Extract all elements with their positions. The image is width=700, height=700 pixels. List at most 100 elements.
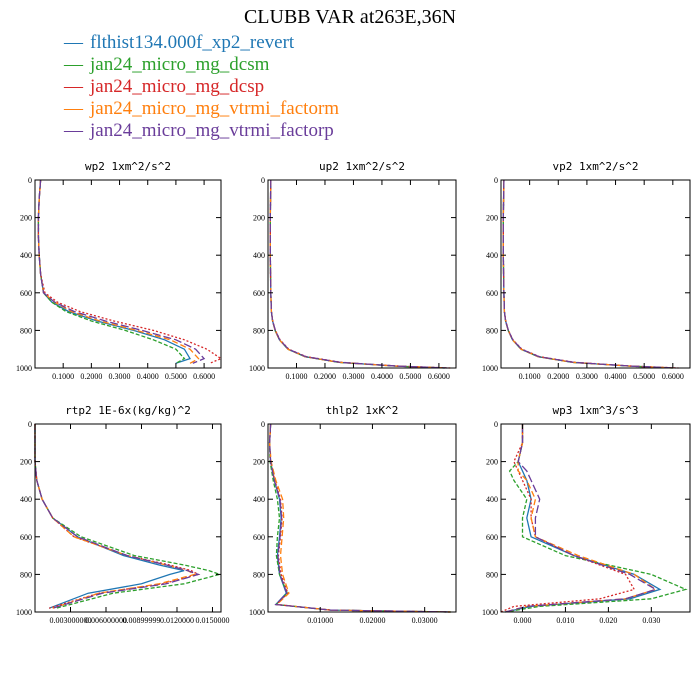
y-tick-label: 1000	[249, 364, 265, 373]
y-tick-label: 400	[20, 495, 32, 504]
legend: — flthist134.000f_xp2_revert — jan24_micro_…	[64, 32, 339, 142]
series-line	[502, 179, 673, 369]
subplot-1: wp2 1xm^2/s^2 0 200 400 600 800 1000 0.1000 0.20…	[16, 160, 223, 381]
series-line	[268, 423, 451, 613]
legend-line-icon: —	[64, 120, 83, 141]
y-tick-label: 600	[20, 289, 32, 298]
legend-line-icon: —	[64, 32, 83, 53]
x-tick-label: 0.00899999	[122, 616, 160, 625]
series-line	[505, 424, 658, 613]
subplot-3: vp2 1xm^2/s^2 0 200 400 600 800 1000 0.1000 0.20…	[482, 160, 691, 381]
y-tick-label: 200	[20, 458, 32, 467]
legend-entry: — jan24_micro_mg_vtrmi_factorm	[64, 98, 339, 120]
x-tick-label: 0.6000	[428, 372, 450, 381]
x-tick-label: 0.2000	[314, 372, 336, 381]
x-tick-label: 0.3000	[576, 372, 598, 381]
x-tick-label: 0.3000	[342, 372, 364, 381]
x-tick-label: 0.6000	[662, 372, 684, 381]
subplot-title: thlp2 1xK^2	[326, 404, 399, 417]
x-tick-label: 0.0150000	[195, 616, 229, 625]
legend-entry: — jan24_micro_mg_dcsm	[64, 54, 339, 76]
legend-line-icon: —	[64, 98, 83, 119]
x-tick-label: 0.1000	[52, 372, 74, 381]
legend-label: flthist134.000f_xp2_revert	[90, 32, 295, 53]
series-line	[502, 179, 679, 369]
subplot-4: rtp2 1E-6x(kg/kg)^2 0 200 400 600 800 1000 0.00…	[16, 404, 229, 625]
x-tick-label: 0.5000	[633, 372, 655, 381]
y-tick-label: 400	[486, 251, 498, 260]
series-line	[502, 179, 673, 369]
subplot-6: wp3 1xm^3/s^3 0 200 400 600 800 1000 0.000 0.010…	[482, 404, 691, 625]
series-line	[37, 179, 223, 364]
figure-title: CLUBB VAR at263E,36N	[243, 6, 457, 28]
y-tick-label: 600	[20, 533, 32, 542]
y-tick-label: 400	[486, 495, 498, 504]
subplot-title: vp2 1xm^2/s^2	[552, 160, 638, 173]
y-tick-label: 600	[253, 533, 265, 542]
series-line	[37, 179, 206, 364]
x-tick-label: 0.4000	[137, 372, 159, 381]
series-line	[502, 179, 676, 369]
legend-label: jan24_micro_mg_vtrmi_factorm	[90, 98, 340, 119]
subplot-title: up2 1xm^2/s^2	[319, 160, 405, 173]
x-tick-label: 0.01000	[307, 616, 333, 625]
y-tick-label: 800	[20, 326, 32, 335]
legend-line-icon: —	[64, 54, 83, 75]
series-line	[34, 424, 197, 609]
y-tick-label: 400	[253, 495, 265, 504]
series-line	[34, 424, 185, 609]
y-tick-label: 200	[253, 214, 265, 223]
legend-line-icon: —	[64, 76, 83, 97]
x-tick-label: 0.6000	[193, 372, 215, 381]
x-tick-label: 0.5000	[399, 372, 421, 381]
y-tick-label: 800	[253, 570, 265, 579]
series-line	[269, 179, 445, 369]
series-line	[502, 179, 673, 369]
y-tick-label: 0	[494, 420, 498, 429]
subplot-2: up2 1xm^2/s^2 0 200 400 600 800 1000 0.1000 0.20…	[249, 160, 457, 381]
y-tick-label: 800	[253, 326, 265, 335]
plot-frame	[267, 423, 457, 613]
series-line	[37, 179, 186, 364]
y-tick-label: 800	[20, 570, 32, 579]
x-tick-label: 0.3000	[109, 372, 131, 381]
x-tick-label: 0.030	[642, 616, 660, 625]
legend-entry: — flthist134.000f_xp2_revert	[64, 32, 339, 54]
x-tick-label: 0.1000	[285, 372, 307, 381]
x-tick-label: 0.2000	[80, 372, 102, 381]
y-tick-label: 0	[28, 420, 32, 429]
x-tick-label: 0.02000	[359, 616, 385, 625]
x-tick-label: 0.03000	[412, 616, 438, 625]
x-tick-label: 0.000	[513, 616, 531, 625]
y-tick-label: 1000	[16, 608, 32, 617]
y-tick-label: 0	[494, 176, 498, 185]
series-line	[268, 423, 451, 613]
x-tick-label: 0.1000	[519, 372, 541, 381]
y-tick-label: 0	[261, 176, 265, 185]
y-tick-label: 800	[486, 326, 498, 335]
series-line	[505, 424, 688, 613]
series-line	[505, 424, 662, 613]
legend-label: jan24_micro_mg_dcsp	[90, 76, 265, 97]
x-tick-label: 0.4000	[371, 372, 393, 381]
legend-label: jan24_micro_mg_vtrmi_factorp	[90, 120, 334, 141]
series-line	[37, 179, 191, 364]
x-tick-label: 0.003000000	[49, 616, 91, 625]
subplot-5: thlp2 1xK^2 0 200 400 600 800 1000 0.01000 0.020…	[249, 404, 457, 625]
series-line	[37, 179, 200, 364]
series-line	[269, 179, 448, 369]
y-tick-label: 400	[20, 251, 32, 260]
series-line	[269, 179, 451, 369]
plot-frame	[34, 423, 222, 613]
y-tick-label: 400	[253, 251, 265, 260]
y-tick-label: 600	[486, 289, 498, 298]
y-tick-label: 200	[486, 458, 498, 467]
y-tick-label: 800	[486, 570, 498, 579]
y-tick-label: 0	[28, 176, 32, 185]
x-tick-label: 0.5000	[165, 372, 187, 381]
series-line	[34, 424, 201, 609]
y-tick-label: 1000	[482, 364, 498, 373]
y-tick-label: 1000	[16, 364, 32, 373]
plot-frame	[500, 179, 691, 369]
y-tick-label: 0	[261, 420, 265, 429]
